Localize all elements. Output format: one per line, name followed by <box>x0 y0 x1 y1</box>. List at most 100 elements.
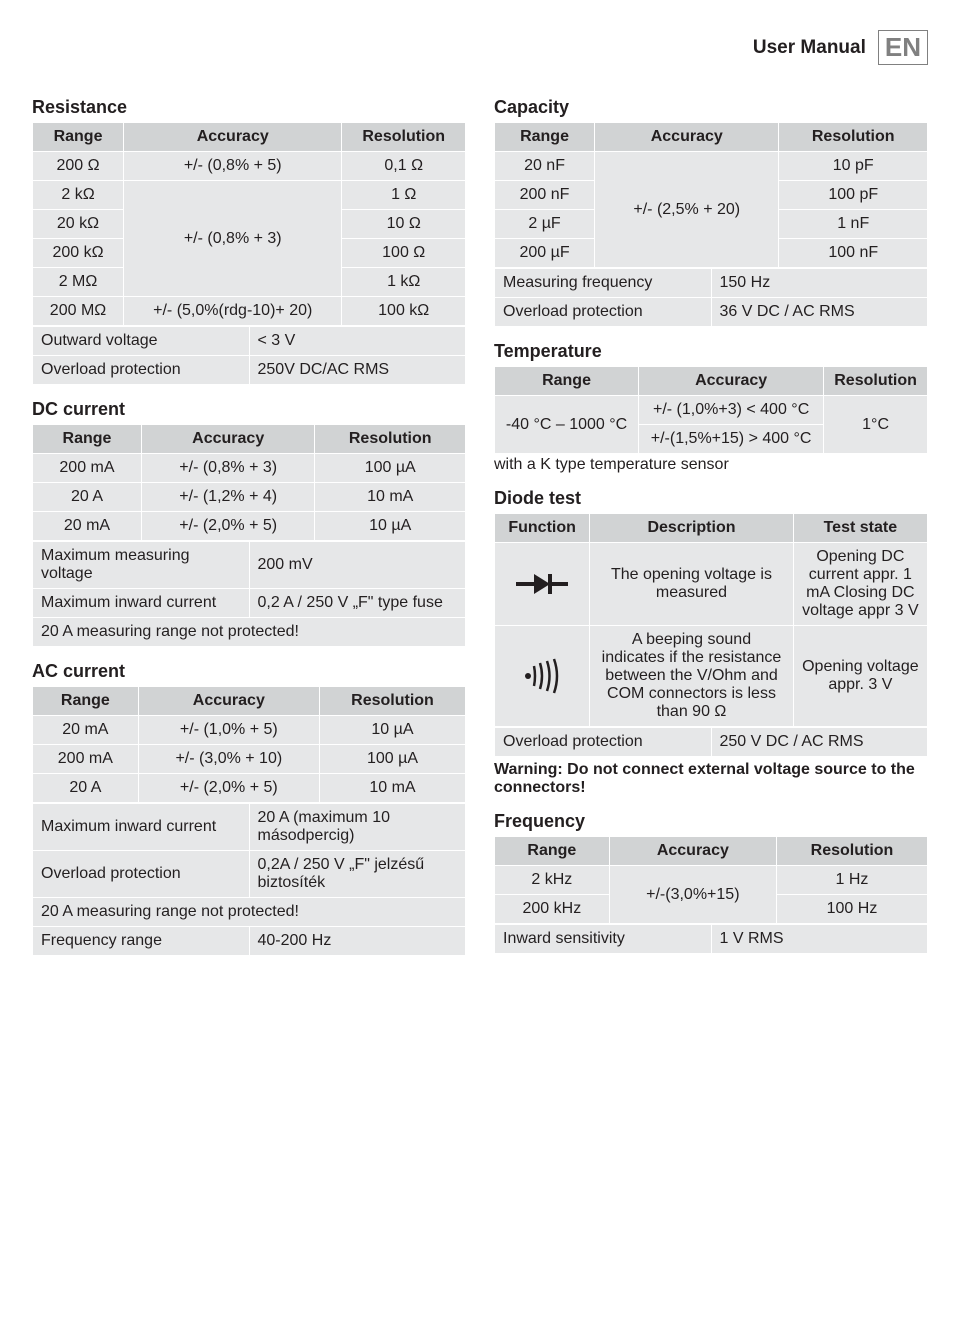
diode-icon <box>495 543 590 626</box>
cell: 1 Hz <box>776 866 927 895</box>
cell: 200 kΩ <box>33 239 124 268</box>
cell: 20 kΩ <box>33 210 124 239</box>
col-description: Description <box>590 514 793 543</box>
cell: 200 µF <box>495 239 595 268</box>
cell: 200 mV <box>249 542 466 589</box>
cell: +/- (0,8% + 3) <box>124 181 342 297</box>
frequency-title: Frequency <box>494 811 928 832</box>
page-header: User Manual EN <box>32 30 928 65</box>
capacity-title: Capacity <box>494 97 928 118</box>
cell: 2 MΩ <box>33 268 124 297</box>
cell: 100 Hz <box>776 895 927 924</box>
cell: 10 µA <box>315 512 466 541</box>
cell: 200 mA <box>33 745 139 774</box>
col-accuracy: Accuracy <box>138 687 319 716</box>
cell: 1 Ω <box>342 181 466 210</box>
cell: 1 kΩ <box>342 268 466 297</box>
cell: 100 µA <box>319 745 465 774</box>
cell: Overload protection <box>495 728 712 757</box>
cell: The opening voltage is measured <box>590 543 793 626</box>
cell: 2 kΩ <box>33 181 124 210</box>
cell: 10 mA <box>319 774 465 803</box>
col-range: Range <box>495 367 639 396</box>
col-range: Range <box>33 425 142 454</box>
cell: Maximum inward current <box>33 589 250 618</box>
cell: +/- (5,0%(rdg-10)+ 20) <box>124 297 342 326</box>
cell: 10 pF <box>779 152 928 181</box>
cell: 200 Ω <box>33 152 124 181</box>
cell: +/- (1,0% + 5) <box>138 716 319 745</box>
cell: 1 V RMS <box>711 925 928 954</box>
cell: Frequency range <box>33 927 250 956</box>
cell: 200 MΩ <box>33 297 124 326</box>
col-resolution: Resolution <box>315 425 466 454</box>
cell: +/- (3,0% + 10) <box>138 745 319 774</box>
cell: 100 µA <box>315 454 466 483</box>
col-resolution: Resolution <box>319 687 465 716</box>
resistance-table: Range Accuracy Resolution 200 Ω +/- (0,8… <box>32 122 466 326</box>
frequency-table: Range Accuracy Resolution 2 kHz +/-(3,0%… <box>494 836 928 924</box>
col-test-state: Test state <box>793 514 927 543</box>
cell: 0,1 Ω <box>342 152 466 181</box>
cell: +/- (1,2% + 4) <box>141 483 314 512</box>
cell: +/-(1,5%+15) > 400 °C <box>639 425 824 454</box>
cell: 20 A <box>33 483 142 512</box>
cell: 10 Ω <box>342 210 466 239</box>
cell: 36 V DC / AC RMS <box>711 298 928 327</box>
col-resolution: Resolution <box>342 123 466 152</box>
cell: 200 kHz <box>495 895 610 924</box>
cell: < 3 V <box>249 327 466 356</box>
cell: 100 Ω <box>342 239 466 268</box>
diode-extra-table: Overload protection 250 V DC / AC RMS <box>494 727 928 757</box>
language-badge: EN <box>878 30 928 65</box>
col-accuracy: Accuracy <box>639 367 824 396</box>
left-column: Resistance Range Accuracy Resolution 200… <box>32 83 466 956</box>
cell: 250 V DC / AC RMS <box>711 728 928 757</box>
col-accuracy: Accuracy <box>141 425 314 454</box>
diode-warning: Warning: Do not connect external voltage… <box>494 761 928 797</box>
cell: 20 nF <box>495 152 595 181</box>
cell: Inward sensitivity <box>495 925 712 954</box>
cell: 200 mA <box>33 454 142 483</box>
cell: 0,2 A / 250 V „F" type fuse <box>249 589 466 618</box>
ac-current-extra-table: Maximum inward current 20 A (maximum 10 … <box>32 803 466 956</box>
ac-current-table: Range Accuracy Resolution 20 mA+/- (1,0%… <box>32 686 466 803</box>
cell: +/- (1,0%+3) < 400 °C <box>639 396 824 425</box>
cell: -40 °C – 1000 °C <box>495 396 639 454</box>
ac-current-title: AC current <box>32 661 466 682</box>
cell: A beeping sound indicates if the resista… <box>590 626 793 727</box>
dc-current-title: DC current <box>32 399 466 420</box>
cell: 200 nF <box>495 181 595 210</box>
cell: Opening DC current appr. 1 mA Closing DC… <box>793 543 927 626</box>
cell: 150 Hz <box>711 269 928 298</box>
cell: 40-200 Hz <box>249 927 466 956</box>
col-range: Range <box>495 837 610 866</box>
col-resolution: Resolution <box>779 123 928 152</box>
dc-current-table: Range Accuracy Resolution 200 mA+/- (0,8… <box>32 424 466 541</box>
cell: Overload protection <box>495 298 712 327</box>
cell: 20 A measuring range not protected! <box>33 898 466 927</box>
right-column: Capacity Range Accuracy Resolution 20 nF… <box>494 83 928 956</box>
cell: 1 nF <box>779 210 928 239</box>
cell: 250V DC/AC RMS <box>249 356 466 385</box>
cell: Maximum inward current <box>33 804 250 851</box>
cell: 100 pF <box>779 181 928 210</box>
col-resolution: Resolution <box>824 367 928 396</box>
cell: +/- (2,5% + 20) <box>595 152 779 268</box>
resistance-title: Resistance <box>32 97 466 118</box>
cell: Measuring frequency <box>495 269 712 298</box>
cell: 20 A <box>33 774 139 803</box>
cell: +/- (0,8% + 5) <box>124 152 342 181</box>
cell: 1°C <box>824 396 928 454</box>
cell: +/- (2,0% + 5) <box>141 512 314 541</box>
cell: 10 µA <box>319 716 465 745</box>
cell: 20 A (maximum 10 másodpercig) <box>249 804 466 851</box>
frequency-extra-table: Inward sensitivity 1 V RMS <box>494 924 928 954</box>
temperature-title: Temperature <box>494 341 928 362</box>
cell: 10 mA <box>315 483 466 512</box>
cell: 0,2A / 250 V „F" jelzésű biztosíték <box>249 851 466 898</box>
cell: 20 A measuring range not protected! <box>33 618 466 647</box>
col-range: Range <box>33 123 124 152</box>
cell: 20 mA <box>33 716 139 745</box>
continuity-icon <box>495 626 590 727</box>
